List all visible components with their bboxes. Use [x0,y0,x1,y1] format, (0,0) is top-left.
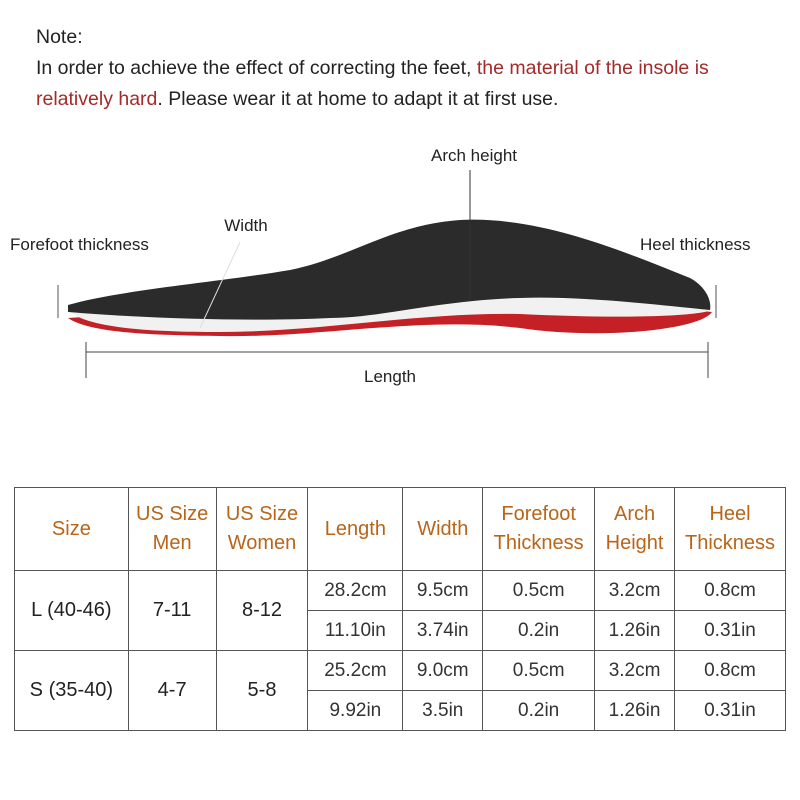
metric-cell: 9.0cm [402,650,484,691]
women-cell: 5-8 [215,650,309,731]
header-row: Size US Size Men US Size Women Length Width F… [14,487,786,571]
forefoot-label: Forefoot thickness [10,235,149,254]
header-cell: Arch Height [594,487,676,571]
note-text-warning: the material of the insole is relatively… [36,57,709,110]
size-cell: L (40-46) [14,570,129,651]
header-cell: US Size Men [127,487,217,571]
length-label: Length [364,367,416,386]
imperial-cell: 1.26in [594,690,676,731]
imperial-cell: 0.31in [674,690,786,731]
insole-top [68,219,711,320]
metric-cell: 0.8cm [674,650,786,691]
metric-cell: 0.5cm [482,570,596,611]
note-title: Note: [36,26,83,48]
metric-cell: 9.5cm [402,570,484,611]
men-cell: 4-7 [127,650,217,731]
imperial-cell: 3.5in [402,690,484,731]
header-cell: Forefoot Thickness [482,487,596,571]
table-row: 9.92in 3.5in 0.2in 1.26in 0.31in [15,690,786,731]
imperial-cell: 1.26in [594,610,676,651]
note-text: In order to achieve the effect of correc… [36,53,756,115]
imperial-cell: 0.31in [674,610,786,651]
men-cell: 7-11 [127,570,217,651]
imperial-cell: 0.2in [482,610,596,651]
note: Note: In order to achieve the effect of … [36,22,756,115]
table-row: S (35-40) 4-7 5-8 25.2cm 9.0cm 0.5cm 3.2cm 0.8c… [14,650,786,731]
insole-diagram: Arch height Width Forefoot thickness Hee… [10,146,751,386]
imperial-cell: 9.92in [307,690,404,731]
metric-cell: 0.5cm [482,650,596,691]
imperial-cell: 11.10in [307,610,404,651]
note-text-part: In order to achieve the effect of correc… [36,57,477,79]
table-row: L (40-46) 7-11 8-12 28.2cm 9.5cm 0.5cm 3.2cm 0.… [14,570,786,651]
size-table: Size US Size Men US Size Women Length Width F… [14,487,786,731]
header-cell: Heel Thickness [674,487,786,571]
metric-cell: 3.2cm [594,570,676,611]
women-cell: 8-12 [215,570,309,651]
header-cell: US Size Women [215,487,309,571]
heel-label: Heel thickness [640,235,751,254]
width-line [199,241,241,329]
header-cell: Length [307,487,404,571]
imperial-cell: 0.2in [482,690,596,731]
arch-label: Arch height [431,146,517,165]
imperial-cell: 3.74in [402,610,484,651]
size-cell: S (35-40) [14,650,129,731]
metric-cell: 3.2cm [594,650,676,691]
width-label: Width [224,216,267,235]
header-cell: Size [14,487,129,571]
insole-cushion [70,298,712,332]
note-text-part: . Please wear it at home to adapt it at … [157,88,559,110]
metric-cell: 28.2cm [307,570,404,611]
metric-cell: 25.2cm [307,650,404,691]
header-cell: Width [402,487,484,571]
metric-cell: 0.8cm [674,570,786,611]
